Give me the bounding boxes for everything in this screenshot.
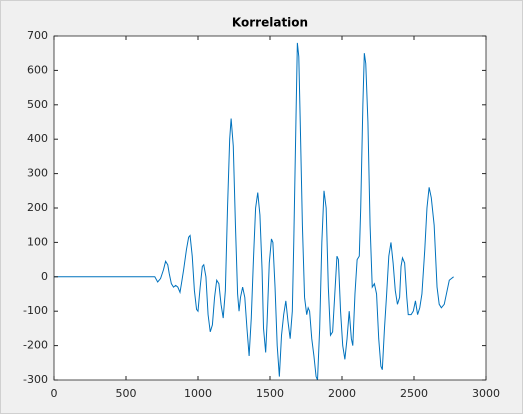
y-tick-label: 600 xyxy=(27,63,48,76)
x-tick-label: 2500 xyxy=(400,387,428,400)
x-tick-label: 3000 xyxy=(472,387,500,400)
x-tick-label: 2000 xyxy=(328,387,356,400)
y-tick-label: -100 xyxy=(23,304,48,317)
x-tick-label: 500 xyxy=(116,387,137,400)
data-line xyxy=(54,42,454,380)
y-tick-label: -300 xyxy=(23,373,48,386)
x-tick-label: 1500 xyxy=(256,387,284,400)
y-tick-label: 100 xyxy=(27,235,48,248)
y-tick-label: -200 xyxy=(23,339,48,352)
y-tick-label: 300 xyxy=(27,167,48,180)
chart-title: Korrelation xyxy=(232,16,308,30)
x-tick-label: 1000 xyxy=(184,387,212,400)
y-tick-label: 0 xyxy=(41,270,48,283)
y-tick-label: 700 xyxy=(27,29,48,42)
x-tick-label: 0 xyxy=(51,387,58,400)
y-tick-label: 400 xyxy=(27,132,48,145)
y-tick-label: 500 xyxy=(27,98,48,111)
y-tick-label: 200 xyxy=(27,201,48,214)
plot-area xyxy=(54,36,486,380)
